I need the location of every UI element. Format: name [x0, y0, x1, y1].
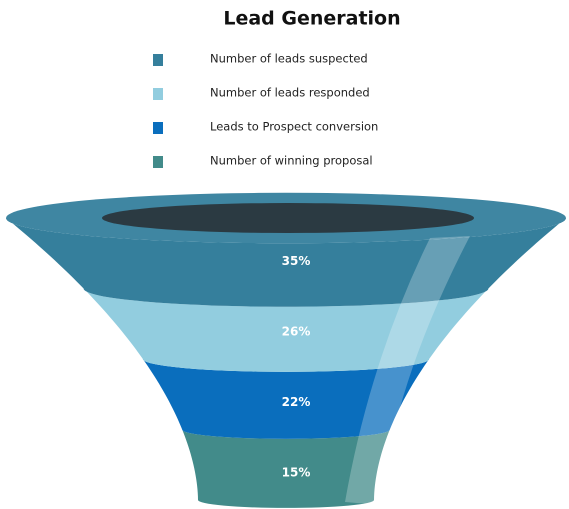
- legend-label: Number of winning proposal: [210, 154, 373, 168]
- funnel-segment: [182, 429, 390, 508]
- funnel-segment: [142, 359, 430, 439]
- legend-swatch: [153, 156, 163, 168]
- legend-swatch: [153, 88, 163, 100]
- funnel: 35% 26% 22% 15%: [6, 192, 566, 508]
- funnel-segment: [83, 288, 489, 372]
- funnel-segment: [6, 218, 566, 307]
- legend-swatch: [153, 54, 163, 66]
- highlight: [345, 236, 470, 505]
- legend-label: Number of leads responded: [210, 86, 370, 100]
- chart-title: Lead Generation: [223, 8, 400, 30]
- value-label: 22%: [282, 395, 311, 409]
- legend-label: Number of leads suspected: [210, 52, 368, 66]
- funnel-opening: [102, 203, 474, 233]
- legend-label: Leads to Prospect conversion: [210, 120, 378, 134]
- value-label: 15%: [282, 465, 311, 479]
- value-label: 35%: [282, 254, 311, 268]
- legend-swatch: [153, 122, 163, 134]
- value-label: 26%: [282, 324, 311, 338]
